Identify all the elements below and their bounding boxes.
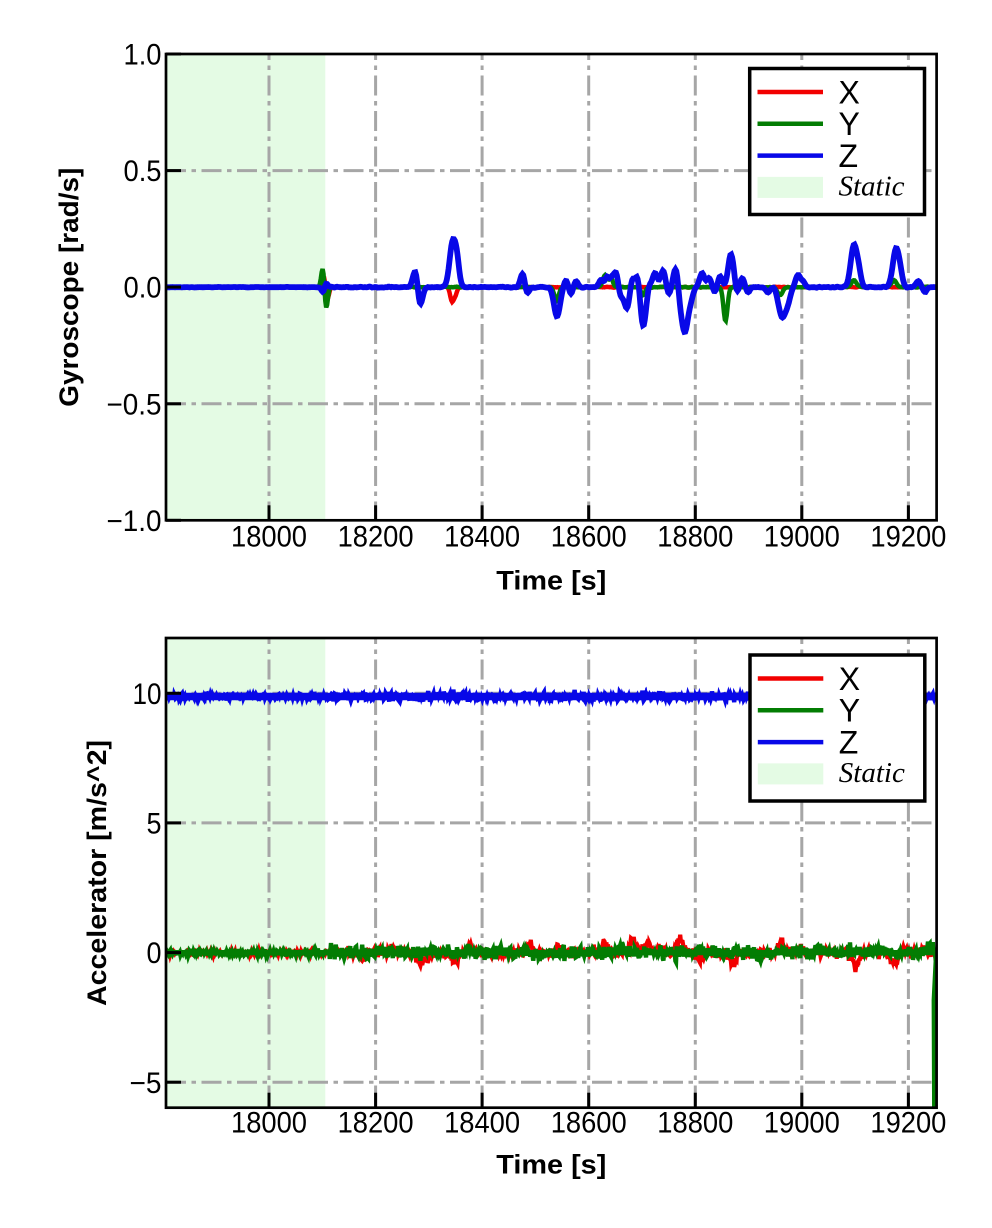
svg-text:−0.5: −0.5 xyxy=(107,388,162,421)
svg-text:Z: Z xyxy=(839,725,859,761)
svg-text:X: X xyxy=(839,74,860,110)
svg-text:18600: 18600 xyxy=(551,521,627,554)
svg-text:0.5: 0.5 xyxy=(124,155,162,188)
svg-text:18000: 18000 xyxy=(231,521,307,554)
svg-text:19000: 19000 xyxy=(764,521,840,554)
svg-text:Static: Static xyxy=(839,757,905,789)
svg-text:10: 10 xyxy=(133,678,162,711)
svg-text:Static: Static xyxy=(839,171,905,203)
svg-text:18400: 18400 xyxy=(444,521,520,554)
svg-text:Accelerator [m/s^2]: Accelerator [m/s^2] xyxy=(82,740,112,1006)
svg-text:1.0: 1.0 xyxy=(124,39,162,72)
svg-text:18400: 18400 xyxy=(444,1107,520,1140)
svg-text:18800: 18800 xyxy=(657,1107,733,1140)
svg-text:−5: −5 xyxy=(130,1067,162,1100)
svg-text:Time [s]: Time [s] xyxy=(496,1150,606,1180)
svg-text:Z: Z xyxy=(839,138,859,174)
svg-text:Y: Y xyxy=(839,106,860,142)
svg-text:−1.0: −1.0 xyxy=(107,505,162,538)
svg-text:19200: 19200 xyxy=(870,1107,946,1140)
svg-text:19000: 19000 xyxy=(764,1107,840,1140)
svg-text:18200: 18200 xyxy=(338,1107,414,1140)
svg-text:18000: 18000 xyxy=(231,1107,307,1140)
svg-text:5: 5 xyxy=(147,808,162,841)
svg-text:Gyroscope [rad/s]: Gyroscope [rad/s] xyxy=(54,168,84,407)
svg-text:18800: 18800 xyxy=(657,521,733,554)
svg-text:X: X xyxy=(839,661,860,697)
svg-text:0: 0 xyxy=(147,937,162,970)
svg-text:Y: Y xyxy=(839,693,860,729)
svg-text:19200: 19200 xyxy=(870,521,946,554)
svg-text:Time [s]: Time [s] xyxy=(496,566,606,596)
svg-text:0.0: 0.0 xyxy=(124,272,162,305)
svg-text:18600: 18600 xyxy=(551,1107,627,1140)
svg-text:18200: 18200 xyxy=(338,521,414,554)
